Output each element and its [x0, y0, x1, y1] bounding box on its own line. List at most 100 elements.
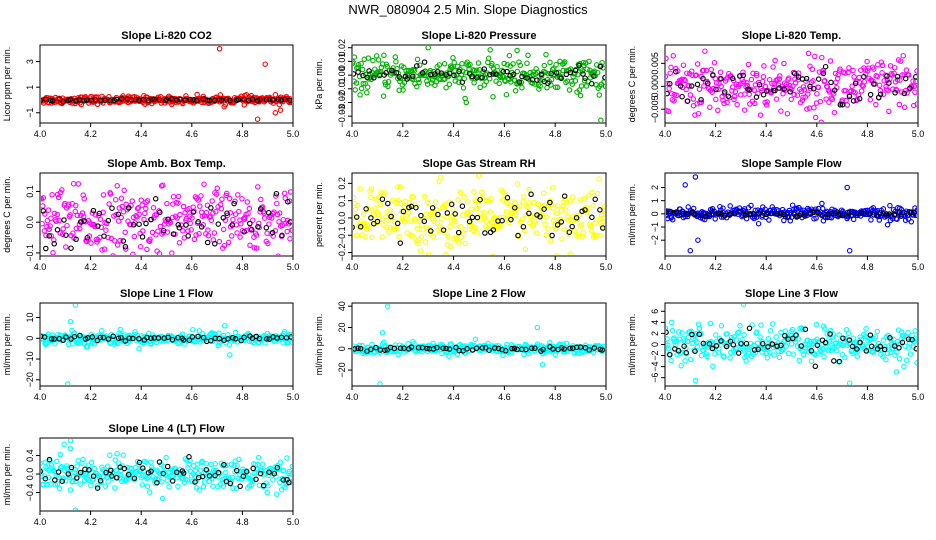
data-point [439, 342, 446, 348]
data-point [516, 79, 523, 85]
data-point [687, 356, 694, 363]
x-tick-label: 4.0 [346, 262, 359, 272]
data-point [148, 335, 154, 341]
data-point [820, 70, 827, 77]
data-point [134, 205, 141, 212]
data-point [449, 64, 455, 71]
data-point [209, 198, 215, 204]
data-point [139, 234, 146, 240]
data-point [194, 91, 200, 98]
data-point [72, 507, 79, 510]
data-point [353, 80, 360, 86]
data-point [196, 231, 202, 237]
data-point [806, 105, 813, 111]
data-point [911, 210, 917, 216]
data-point [245, 210, 251, 217]
data-point [550, 205, 556, 211]
data-point [368, 186, 375, 192]
data-point [721, 89, 728, 95]
data-point [263, 97, 270, 103]
data-point [870, 205, 877, 211]
data-point [511, 345, 518, 352]
data-point [287, 235, 292, 242]
points-layer [666, 48, 917, 122]
data-point [180, 228, 186, 234]
data-point [757, 112, 764, 118]
data-point [396, 234, 402, 240]
data-point [106, 339, 113, 346]
y-axis-label: kPa per min. [314, 59, 324, 110]
data-point [588, 227, 595, 234]
data-point [754, 340, 761, 347]
data-point [824, 331, 830, 337]
data-point [90, 207, 97, 214]
data-point [888, 71, 894, 77]
data-point [357, 345, 364, 352]
data-point [850, 216, 857, 223]
data-point [400, 87, 406, 93]
data-point [679, 93, 685, 100]
data-point [717, 69, 724, 75]
data-point [798, 88, 805, 95]
data-point [441, 61, 448, 67]
data-point [523, 346, 529, 353]
data-point [576, 87, 583, 93]
data-point [57, 189, 64, 196]
data-point [560, 202, 566, 209]
plot-frame [664, 172, 919, 257]
data-point [681, 343, 687, 349]
points-layer [41, 180, 292, 255]
data-point [880, 91, 887, 97]
data-point [533, 230, 540, 236]
data-point [545, 80, 551, 86]
data-point [355, 69, 361, 75]
data-point [752, 349, 759, 356]
data-point [77, 469, 84, 476]
data-point [845, 209, 851, 216]
data-point [411, 67, 418, 74]
data-point [447, 243, 454, 250]
y-tick-label: −0.2 [337, 244, 347, 262]
x-tick-label: 4.0 [34, 517, 47, 527]
data-point [822, 63, 829, 70]
data-point [858, 336, 865, 343]
data-point [695, 110, 702, 117]
data-point [884, 222, 891, 228]
data-point [763, 102, 770, 108]
data-point [740, 304, 747, 307]
data-point [506, 52, 513, 59]
data-point [904, 90, 910, 96]
data-point [596, 176, 602, 182]
data-point [666, 325, 669, 331]
data-point [829, 96, 836, 103]
data-point [823, 96, 829, 102]
data-point [175, 222, 181, 228]
data-point [184, 477, 191, 483]
data-point [848, 213, 854, 219]
data-point [223, 190, 230, 197]
y-tick-label: 0 [650, 211, 660, 216]
data-point [731, 96, 737, 103]
data-point [199, 473, 206, 480]
data-point [718, 323, 725, 329]
data-point [760, 91, 767, 98]
data-point [508, 216, 514, 223]
data-point [455, 197, 461, 203]
data-point [891, 211, 898, 218]
data-point [206, 473, 213, 479]
x-tick-label: 5.0 [287, 392, 300, 402]
data-point [370, 57, 376, 64]
data-point [543, 51, 549, 58]
data-point [720, 353, 726, 359]
data-point [360, 211, 367, 217]
data-point [74, 463, 80, 469]
panel-title: Slope Line 3 Flow [745, 288, 838, 300]
data-point [208, 337, 214, 344]
data-point [163, 96, 170, 103]
data-point [208, 217, 215, 224]
data-point [808, 344, 814, 350]
data-point [353, 346, 358, 352]
y-tick-label: −6 [650, 373, 660, 383]
data-point [846, 93, 853, 100]
